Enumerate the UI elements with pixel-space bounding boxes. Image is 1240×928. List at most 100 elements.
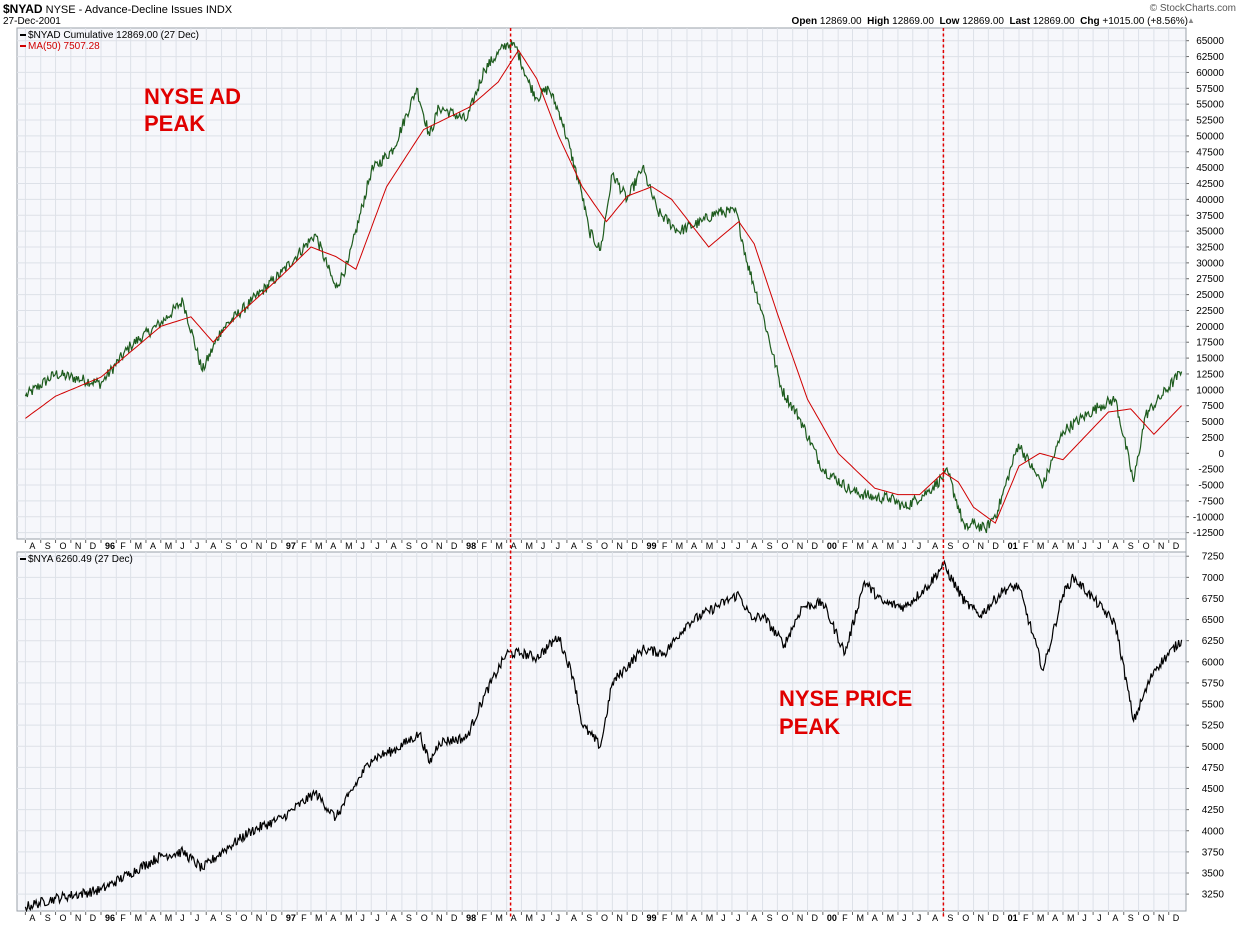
chart-date: 27-Dec-2001 [3, 16, 61, 27]
price-peak-text-line1: NYSE PRICE [779, 686, 912, 711]
nya-xtick-label: J [1082, 913, 1087, 923]
nya-xtick-label: D [631, 913, 638, 923]
ad-xtick-label: F [301, 541, 307, 551]
ad-ytick-label: 47500 [1196, 147, 1224, 158]
nya-xtick-label: A [571, 913, 577, 923]
nya-xtick-label: J [180, 913, 185, 923]
ad-xtick-label: 99 [647, 541, 657, 551]
ad-xtick-label: A [932, 541, 938, 551]
nya-xtick-label: N [256, 913, 262, 923]
nya-xtick-label: O [601, 913, 608, 923]
nya-xtick-label: 00 [827, 913, 837, 923]
nya-xtick-label: 97 [286, 913, 296, 923]
nya-xtick-label: 98 [466, 913, 476, 923]
ad-xtick-label: O [240, 541, 247, 551]
ad-ytick-label: 40000 [1196, 195, 1224, 206]
ad-ytick-label: 20000 [1196, 322, 1224, 333]
ad-ytick-label: 2500 [1202, 433, 1225, 444]
ad-xtick-label: N [616, 541, 623, 551]
ad-xtick-label: M [1037, 541, 1045, 551]
nya-xtick-label: N [75, 913, 82, 923]
nya-ytick-label: 3750 [1202, 847, 1225, 858]
ad-ytick-label: 22500 [1196, 306, 1224, 317]
nya-ytick-label: 3250 [1202, 890, 1225, 901]
nya-xtick-label: O [60, 913, 67, 923]
ad-xtick-label: F [1023, 541, 1029, 551]
ad-xtick-label: A [1112, 541, 1118, 551]
nya-xtick-label: A [330, 913, 336, 923]
ad-xtick-label: S [586, 541, 592, 551]
ad-xtick-label: D [271, 541, 278, 551]
ad-xtick-label: D [1173, 541, 1180, 551]
ad-xtick-label: A [1052, 541, 1058, 551]
ad-xtick-label: F [120, 541, 126, 551]
ad-xtick-label: F [481, 541, 487, 551]
nya-xtick-label: N [978, 913, 985, 923]
nya-xtick-label: J [360, 913, 365, 923]
ad-ytick-label: 0 [1218, 449, 1224, 460]
scroll-up-icon[interactable]: ▲ [1187, 16, 1195, 25]
ad-xtick-label: O [601, 541, 608, 551]
nya-xtick-label: S [1128, 913, 1134, 923]
nya-xtick-label: J [556, 913, 561, 923]
ad-xtick-label: J [917, 541, 922, 551]
high-label: High [867, 16, 890, 27]
ad-xtick-label: M [165, 541, 173, 551]
ad-xtick-label: A [210, 541, 216, 551]
nya-xtick-label: 01 [1008, 913, 1018, 923]
nya-xtick-label: M [525, 913, 533, 923]
nya-xtick-label: M [165, 913, 173, 923]
ad-xtick-label: S [406, 541, 412, 551]
ad-xtick-label: A [150, 541, 156, 551]
low-value: 12869.00 [962, 16, 1004, 27]
nya-xtick-label: S [586, 913, 592, 923]
ad-series-main [24, 40, 1183, 534]
nya-ytick-label: 6000 [1202, 657, 1225, 668]
nya-xtick-label: A [210, 913, 216, 923]
nya-ytick-label: 4250 [1202, 805, 1225, 816]
ad-xtick-label: M [706, 541, 714, 551]
ad-xtick-label: D [451, 541, 458, 551]
ad-xaxis-band [17, 540, 1186, 552]
nya-ytick-label: 7000 [1202, 573, 1225, 584]
ad-xtick-label: J [902, 541, 907, 551]
exchange-desc: NYSE - Advance-Decline Issues [45, 4, 203, 16]
nya-xtick-label: D [271, 913, 278, 923]
ad-xtick-label: J [736, 541, 741, 551]
nya-xtick-label: 96 [105, 913, 115, 923]
nya-xtick-label: N [797, 913, 804, 923]
ad-ytick-label: 10000 [1196, 385, 1224, 396]
nya-xtick-label: S [45, 913, 51, 923]
ad-xtick-label: J [1097, 541, 1102, 551]
ad-ytick-label: 65000 [1196, 36, 1224, 47]
ad-xtick-label: M [495, 541, 503, 551]
nya-xtick-label: A [872, 913, 878, 923]
ad-ytick-label: -12500 [1193, 528, 1225, 539]
nya-xtick-label: D [812, 913, 819, 923]
ad-xtick-label: A [751, 541, 757, 551]
ad-xtick-label: M [676, 541, 684, 551]
nya-xtick-label: F [662, 913, 668, 923]
nya-xtick-label: J [736, 913, 741, 923]
nya-xtick-label: F [120, 913, 126, 923]
nya-ytick-label: 5500 [1202, 700, 1225, 711]
ad-ytick-label: 37500 [1196, 211, 1224, 222]
ad-xtick-label: 00 [827, 541, 837, 551]
ad-ytick-label: 25000 [1196, 290, 1224, 301]
nya-ytick-label: 4500 [1202, 784, 1225, 795]
ad-xtick-label: O [421, 541, 428, 551]
nya-xtick-label: A [150, 913, 156, 923]
ad-xtick-label: 98 [466, 541, 476, 551]
nya-xtick-label: J [917, 913, 922, 923]
nya-xtick-label: M [315, 913, 323, 923]
nya-xtick-label: A [1112, 913, 1118, 923]
nya-xtick-label: S [767, 913, 773, 923]
ad-ytick-label: 55000 [1196, 100, 1224, 111]
ad-xtick-label: S [226, 541, 232, 551]
ad-xtick-label: S [45, 541, 51, 551]
ad-xtick-label: N [978, 541, 985, 551]
ad-xtick-label: M [1067, 541, 1075, 551]
nya-ytick-label: 5250 [1202, 721, 1225, 732]
ad-ytick-label: 62500 [1196, 52, 1224, 63]
